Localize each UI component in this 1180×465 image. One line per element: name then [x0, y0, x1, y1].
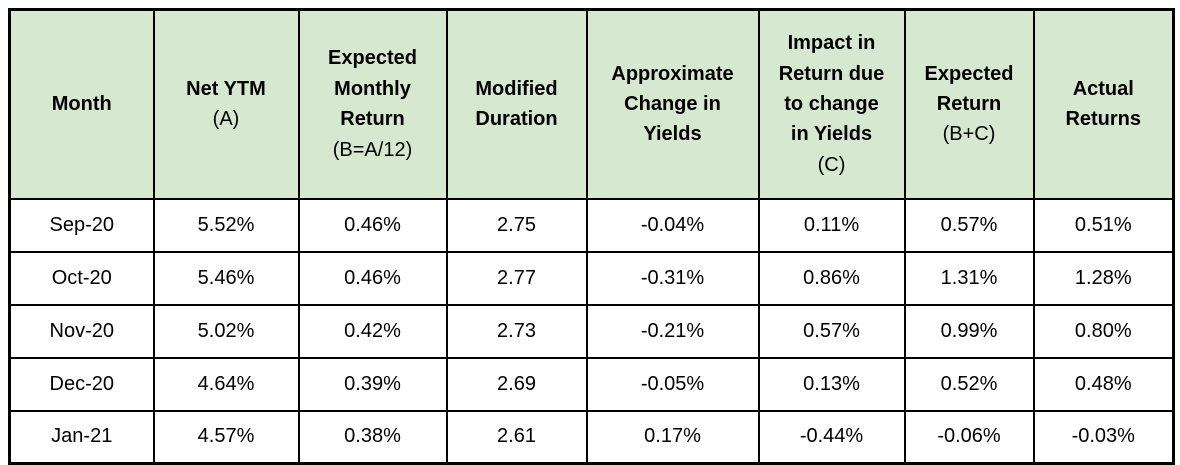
table-row-jan-21: Jan-21 4.57% 0.38% 2.61 0.17% -0.44% -0.… [8, 409, 1175, 465]
header-sub: (C) [817, 153, 846, 176]
cell-approx-change-yields: -0.04% [585, 197, 760, 253]
cell-net-ytm: 4.64% [152, 356, 300, 412]
cell-month: Sep-20 [8, 197, 155, 253]
cell-expected-monthly-return: 0.46% [297, 197, 448, 253]
table-row-dec-20: Dec-20 4.64% 0.39% 2.69 -0.05% 0.13% 0.5… [8, 356, 1175, 412]
header-cell-net-ytm: Net YTM (A) [152, 8, 300, 200]
cell-approx-change-yields: -0.05% [585, 356, 760, 412]
header-label: Net YTM [186, 77, 266, 100]
cell-net-ytm: 5.46% [152, 250, 300, 306]
header-label: Approximate Change in Yields [611, 62, 734, 146]
header-label: Expected Return [924, 62, 1014, 116]
cell-month: Dec-20 [8, 356, 155, 412]
header-label: Expected Monthly Return [328, 47, 417, 131]
cell-month: Oct-20 [8, 250, 155, 306]
cell-modified-duration: 2.75 [445, 197, 588, 253]
header-label: Modified Duration [475, 77, 558, 131]
cell-expected-return: 0.52% [903, 356, 1035, 412]
cell-impact-in-return: 0.11% [757, 197, 906, 253]
cell-expected-monthly-return: 0.38% [297, 409, 448, 465]
cell-month: Nov-20 [8, 303, 155, 359]
cell-expected-return: 1.31% [903, 250, 1035, 306]
cell-actual-returns: 0.80% [1032, 303, 1175, 359]
header-label: Impact in Return due to change in Yields [778, 32, 885, 146]
header-sub: (B=A/12) [332, 138, 413, 161]
cell-actual-returns: 0.51% [1032, 197, 1175, 253]
fund-returns-table: Month Net YTM (A) Expected Monthly Return… [8, 8, 1175, 465]
cell-impact-in-return: -0.44% [757, 409, 906, 465]
header-sub: (B+C) [942, 123, 996, 146]
header-cell-modified-duration: Modified Duration [445, 8, 588, 200]
cell-impact-in-return: 0.13% [757, 356, 906, 412]
cell-expected-return: -0.06% [903, 409, 1035, 465]
header-cell-month: Month [8, 8, 155, 200]
cell-modified-duration: 2.73 [445, 303, 588, 359]
cell-expected-monthly-return: 0.46% [297, 250, 448, 306]
header-cell-impact-in-return: Impact in Return due to change in Yields… [757, 8, 906, 200]
header-cell-approximate-change-in-yields: Approximate Change in Yields [585, 8, 760, 200]
table-row-nov-20: Nov-20 5.02% 0.42% 2.73 -0.21% 0.57% 0.9… [8, 303, 1175, 359]
cell-impact-in-return: 0.57% [757, 303, 906, 359]
cell-impact-in-return: 0.86% [757, 250, 906, 306]
header-cell-expected-monthly-return: Expected Monthly Return (B=A/12) [297, 8, 448, 200]
cell-approx-change-yields: -0.21% [585, 303, 760, 359]
cell-net-ytm: 5.02% [152, 303, 300, 359]
cell-actual-returns: -0.03% [1032, 409, 1175, 465]
cell-approx-change-yields: 0.17% [585, 409, 760, 465]
cell-expected-return: 0.99% [903, 303, 1035, 359]
cell-expected-monthly-return: 0.42% [297, 303, 448, 359]
cell-modified-duration: 2.61 [445, 409, 588, 465]
cell-modified-duration: 2.69 [445, 356, 588, 412]
cell-month: Jan-21 [8, 409, 155, 465]
header-cell-expected-return: Expected Return (B+C) [903, 8, 1035, 200]
cell-expected-monthly-return: 0.39% [297, 356, 448, 412]
table-row-sep-20: Sep-20 5.52% 0.46% 2.75 -0.04% 0.11% 0.5… [8, 197, 1175, 253]
header-label: Actual Returns [1065, 77, 1142, 131]
cell-actual-returns: 1.28% [1032, 250, 1175, 306]
header-label: Month [51, 93, 112, 116]
table-row-oct-20: Oct-20 5.46% 0.46% 2.77 -0.31% 0.86% 1.3… [8, 250, 1175, 306]
cell-net-ytm: 4.57% [152, 409, 300, 465]
cell-expected-return: 0.57% [903, 197, 1035, 253]
header-sub: (A) [212, 108, 240, 131]
cell-net-ytm: 5.52% [152, 197, 300, 253]
header-cell-actual-returns: Actual Returns [1032, 8, 1175, 200]
cell-actual-returns: 0.48% [1032, 356, 1175, 412]
cell-approx-change-yields: -0.31% [585, 250, 760, 306]
table-header-row: Month Net YTM (A) Expected Monthly Return… [8, 8, 1175, 200]
cell-modified-duration: 2.77 [445, 250, 588, 306]
